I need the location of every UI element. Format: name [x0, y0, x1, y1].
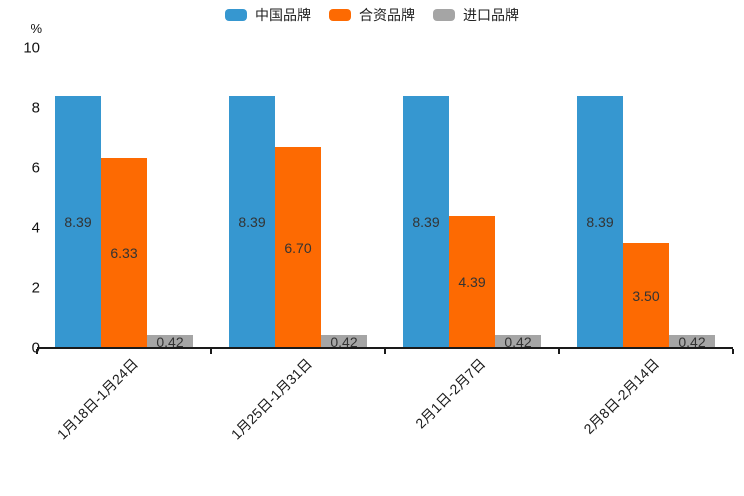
legend-swatch-icon [433, 9, 455, 21]
y-tick-label: 8 [31, 99, 40, 117]
legend-item[interactable]: 中国品牌 [225, 8, 311, 22]
y-tick-label: 6 [31, 159, 40, 177]
y-tick-label: 10 [23, 39, 40, 57]
x-axis-tick [210, 349, 212, 354]
bar[interactable] [101, 158, 147, 348]
bar-value-label: 8.39 [238, 214, 266, 231]
bar[interactable] [577, 96, 623, 348]
x-axis-category-label: 1月25日-1月31日 [227, 355, 315, 443]
chart-legend: 中国品牌 合资品牌 进口品牌 [0, 8, 744, 22]
x-axis-category-label: 2月8日-2月14日 [580, 355, 663, 438]
x-axis-tick [36, 349, 38, 354]
y-axis-unit-label: % [30, 21, 42, 36]
y-tick-label: 2 [31, 279, 40, 297]
bar-value-label: 0.42 [504, 333, 532, 350]
bar[interactable] [275, 147, 321, 348]
y-tick-label: 0 [31, 339, 40, 357]
bar[interactable] [449, 216, 495, 348]
legend-label: 进口品牌 [463, 7, 519, 23]
bar[interactable] [403, 96, 449, 348]
legend-item[interactable]: 合资品牌 [329, 8, 415, 22]
bar-value-label: 3.50 [632, 287, 660, 304]
x-axis-tick [384, 349, 386, 354]
bar-value-label: 0.42 [330, 333, 358, 350]
x-axis-tick [732, 349, 734, 354]
bar[interactable] [495, 335, 541, 348]
bar-value-label: 0.42 [678, 333, 706, 350]
bar[interactable] [55, 96, 101, 348]
legend-swatch-icon [329, 9, 351, 21]
x-axis-line [37, 347, 733, 349]
bar[interactable] [147, 335, 193, 348]
bar-value-label: 0.42 [156, 333, 184, 350]
bar[interactable] [229, 96, 275, 348]
legend-item[interactable]: 进口品牌 [433, 8, 519, 22]
bar[interactable] [623, 243, 669, 348]
bar-value-label: 6.33 [110, 245, 138, 262]
bar-value-label: 8.39 [64, 214, 92, 231]
x-axis-tick [558, 349, 560, 354]
legend-label: 合资品牌 [359, 7, 415, 23]
legend-label: 中国品牌 [255, 7, 311, 23]
bar[interactable] [321, 335, 367, 348]
bar[interactable] [669, 335, 715, 348]
bar-value-label: 6.70 [284, 239, 312, 256]
bar-value-label: 4.39 [458, 274, 486, 291]
bar-value-label: 8.39 [412, 214, 440, 231]
x-axis-category-label: 1月18日-1月24日 [53, 355, 141, 443]
y-tick-label: 4 [31, 219, 40, 237]
bar-value-label: 8.39 [586, 214, 614, 231]
legend-swatch-icon [225, 9, 247, 21]
x-axis-category-label: 2月1日-2月7日 [412, 355, 489, 432]
